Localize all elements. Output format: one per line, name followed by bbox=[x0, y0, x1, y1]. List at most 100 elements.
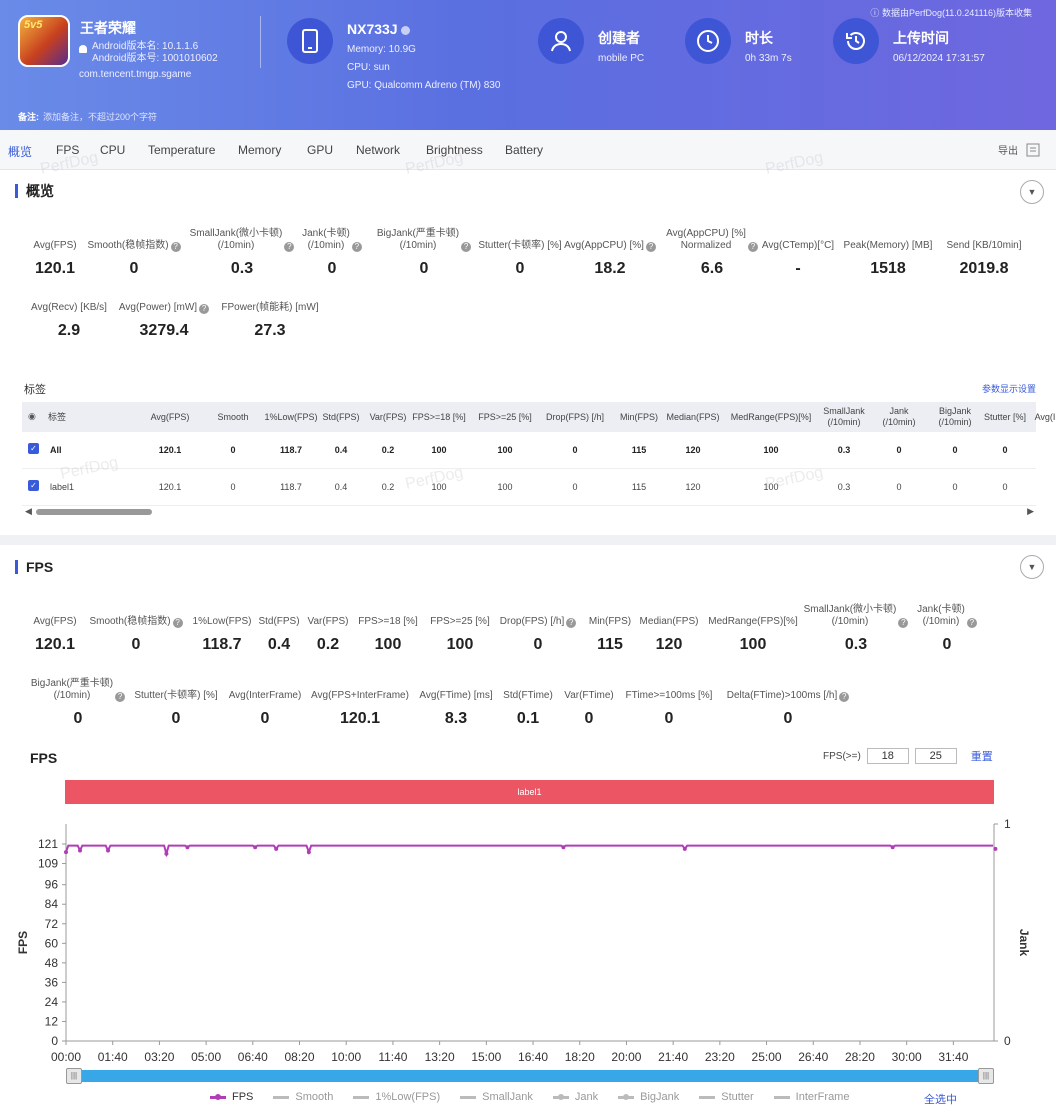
help-icon[interactable]: ? bbox=[461, 242, 472, 252]
metric-7: Drop(FPS) [/h]? 0 bbox=[496, 602, 580, 654]
x-tick-label: 05:00 bbox=[191, 1050, 221, 1064]
help-icon[interactable]: ? bbox=[351, 242, 362, 252]
help-icon[interactable]: ? bbox=[115, 692, 126, 702]
help-icon[interactable]: ? bbox=[566, 618, 577, 628]
y-tick-label: 96 bbox=[45, 878, 59, 892]
metric-label: Stutter(卡顿率) [%] bbox=[134, 690, 218, 701]
tab-gpu[interactable]: GPU bbox=[307, 143, 334, 157]
help-icon[interactable]: ? bbox=[170, 242, 181, 252]
metric-label: Avg(CTemp)[°C] bbox=[761, 240, 835, 251]
remark-field[interactable]: 备注: 添加备注，不超过200个字符 bbox=[18, 112, 158, 122]
tab-overview[interactable]: 概览 bbox=[8, 145, 33, 159]
metric-2: Avg(InterFrame) 0 bbox=[224, 676, 306, 728]
eye-icon[interactable]: ◉ bbox=[28, 411, 36, 421]
metric-1: Avg(Power) [mW]? 3279.4 bbox=[106, 288, 222, 340]
metric-label: Avg(InterFrame) bbox=[228, 690, 302, 701]
help-icon[interactable]: ? bbox=[284, 242, 295, 252]
tab-brightness[interactable]: Brightness bbox=[426, 143, 483, 157]
metric-value: 27.3 bbox=[254, 322, 286, 339]
metric-label: FTime>=100ms [%] bbox=[625, 690, 713, 701]
y-tick-label: 121 bbox=[38, 837, 58, 851]
metric-5: Std(FTime) 0.1 bbox=[498, 676, 558, 728]
row-checkbox[interactable]: ✓ bbox=[28, 480, 39, 491]
header-divider bbox=[260, 16, 261, 68]
slider-left-handle[interactable]: ||| bbox=[66, 1068, 82, 1084]
x-tick-label: 26:40 bbox=[798, 1050, 828, 1064]
collapse-overview-button[interactable]: ▼ bbox=[1020, 180, 1044, 204]
app-name: 王者荣耀 bbox=[80, 20, 136, 36]
x-tick-label: 11:40 bbox=[378, 1050, 407, 1064]
info-icon[interactable] bbox=[401, 25, 411, 35]
tab-memory[interactable]: Memory bbox=[238, 143, 282, 157]
fps-threshold-2-input[interactable] bbox=[914, 748, 957, 764]
metric-value: 0 bbox=[73, 710, 83, 727]
legend-item[interactable]: Smooth bbox=[273, 1091, 333, 1103]
y2-tick-label: 1 bbox=[1004, 817, 1011, 831]
label-bar[interactable]: label1 bbox=[65, 780, 994, 804]
metric-value: 0 bbox=[515, 260, 525, 277]
help-icon[interactable]: ? bbox=[199, 304, 210, 314]
y-tick-label: 48 bbox=[45, 956, 59, 970]
legend-label: SmallJank bbox=[482, 1091, 533, 1103]
metric-3: Std(FPS) 0.4 bbox=[254, 602, 304, 654]
legend-item[interactable]: SmallJank bbox=[460, 1091, 533, 1103]
metric-label: FPS>=25 [%] bbox=[430, 616, 490, 627]
metric-7: FTime>=100ms [%] 0 bbox=[620, 676, 718, 728]
tab-battery[interactable]: Battery bbox=[505, 143, 544, 157]
help-icon[interactable]: ? bbox=[645, 242, 656, 252]
table-cell: 0.3 bbox=[837, 444, 851, 455]
metric-0: BigJank(严重卡顿) (/10min)? 0 bbox=[28, 676, 128, 728]
fps-dip-point bbox=[164, 851, 169, 856]
legend-item[interactable]: BigJank bbox=[618, 1091, 679, 1103]
legend-item[interactable]: Stutter bbox=[699, 1091, 754, 1103]
params-display-settings-link[interactable]: 参数显示设置 bbox=[982, 384, 1037, 394]
x-tick-label: 30:00 bbox=[892, 1050, 922, 1064]
export-button[interactable]: 导出 bbox=[998, 142, 1040, 157]
help-icon[interactable]: ? bbox=[839, 692, 850, 702]
row-checkbox[interactable]: ✓ bbox=[28, 443, 39, 454]
table-cell: 0.3 bbox=[837, 481, 851, 492]
legend-item[interactable]: 1%Low(FPS) bbox=[353, 1091, 440, 1103]
scroll-left-icon[interactable]: ◀ bbox=[25, 506, 32, 516]
legend-label: Smooth bbox=[295, 1091, 334, 1103]
reset-button[interactable]: 重置 bbox=[970, 751, 993, 763]
tab-network[interactable]: Network bbox=[356, 143, 401, 157]
metric-value: 0 bbox=[783, 710, 793, 727]
fps-threshold-1-input[interactable] bbox=[866, 748, 909, 764]
fps-chart[interactable]: 0 12 24 36 48 60 72 84 96 109 121 0 1 00:00 01:40 03:20… bbox=[0, 810, 1056, 1066]
table-row: ✓ All 120.1 0 118.7 0.4 0.2 100 100 0 115 120 100 0.3… bbox=[22, 432, 1036, 469]
slider-track[interactable] bbox=[66, 1070, 994, 1082]
select-all-button[interactable]: 全选中 bbox=[924, 1094, 957, 1106]
metric-label: Avg(FPS+InterFrame) bbox=[311, 690, 409, 701]
metric-value: 8.3 bbox=[444, 710, 468, 727]
metric-label: 1%Low(FPS) bbox=[192, 616, 252, 627]
metric-3: Avg(FPS+InterFrame) 120.1 bbox=[308, 676, 412, 728]
overview-title: 概览 bbox=[15, 184, 54, 198]
tab-temperature[interactable]: Temperature bbox=[148, 143, 216, 157]
metric-0: Avg(FPS) 120.1 bbox=[18, 226, 92, 278]
collapse-fps-button[interactable]: ▼ bbox=[1020, 555, 1044, 579]
legend-item[interactable]: Jank bbox=[552, 1091, 598, 1103]
y-tick-label: 109 bbox=[38, 857, 58, 871]
fps-dip-point bbox=[682, 846, 687, 851]
time-range-slider[interactable]: ||| ||| bbox=[66, 1068, 994, 1084]
table-horizontal-scrollbar[interactable]: ◀ ▶ bbox=[22, 505, 1036, 517]
legend-item[interactable]: FPS bbox=[210, 1091, 253, 1103]
help-icon[interactable]: ? bbox=[747, 242, 758, 252]
fps-dip-point bbox=[306, 850, 311, 855]
tab-cpu[interactable]: CPU bbox=[100, 143, 126, 157]
help-icon[interactable]: ? bbox=[898, 618, 909, 628]
help-icon[interactable]: ? bbox=[172, 618, 183, 628]
metric-5: FPS>=18 [%] 100 bbox=[352, 602, 424, 654]
scroll-right-icon[interactable]: ▶ bbox=[1027, 506, 1034, 516]
tab-fps[interactable]: FPS bbox=[56, 143, 80, 157]
help-icon[interactable]: ? bbox=[966, 618, 977, 628]
export-icon bbox=[1026, 143, 1040, 156]
scrollbar-thumb[interactable] bbox=[36, 509, 152, 515]
slider-right-handle[interactable]: ||| bbox=[978, 1068, 994, 1084]
metric-8: Delta(FTime)>100ms [/h]? 0 bbox=[722, 676, 854, 728]
legend-swatch bbox=[210, 1093, 226, 1100]
legend-item[interactable]: InterFrame bbox=[773, 1091, 849, 1103]
creator-value: mobile PC bbox=[598, 53, 645, 64]
x-tick-label: 28:20 bbox=[845, 1050, 875, 1064]
